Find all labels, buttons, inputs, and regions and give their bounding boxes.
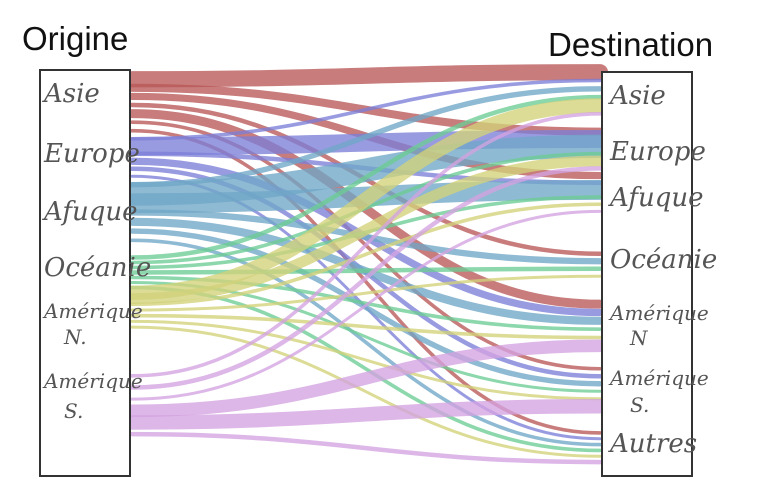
flow-afrique-to-amerique_s	[129, 228, 603, 387]
destination-label-oceanie: Océanie	[610, 245, 717, 275]
flow-afrique-to-europe	[120, 134, 612, 206]
destination-label-amerique_s-line2: S.	[630, 393, 649, 417]
flow-europe-to-asie	[130, 78, 602, 141]
destination-label-asie: Asie	[608, 81, 666, 111]
flow-amerique_s-to-europe	[129, 166, 603, 390]
flow-amerique_n-to-amerique_n	[130, 313, 602, 340]
destination-label-europe: Europe	[609, 137, 706, 167]
flow-asie-to-asie	[123, 64, 609, 88]
origin-labels: AsieEuropeAfuqueOcéanieAmériqueN.Amériqu…	[42, 79, 151, 423]
origin-label-europe: Europe	[43, 139, 140, 169]
destination-label-amerique_n-line2: N	[629, 326, 649, 350]
flow-amerique_n-to-europe	[126, 155, 606, 304]
origin-label-afrique: Afuque	[42, 197, 137, 227]
origin-label-oceanie: Océanie	[44, 253, 151, 283]
origin-label-amerique_n: Amérique	[42, 299, 143, 323]
flow-amerique_n-to-afrique	[130, 202, 602, 307]
origin-box	[39, 69, 131, 477]
flow-amerique_s-to-autres	[129, 431, 603, 465]
flow-amerique_s-to-asie	[130, 112, 602, 378]
destination-labels: AsieEuropeAfuqueOcéanieAmériqueNAmérique…	[608, 81, 717, 459]
flow-amerique_s-to-amerique_s	[124, 399, 608, 430]
destination-title: Destination	[548, 26, 713, 63]
flow-amerique_n-to-asie	[124, 98, 608, 301]
destination-box	[601, 71, 693, 477]
flow-amerique_s-to-afrique	[130, 209, 602, 401]
flow-amerique_n-to-amerique_s	[130, 319, 602, 401]
flow-afrique-to-autres	[130, 238, 602, 447]
origin-label-amerique_s: Amérique	[42, 369, 143, 393]
origin-label-amerique_s-line2: S.	[64, 399, 83, 423]
destination-label-autres: Autres	[608, 429, 697, 459]
flow-afrique-to-oceanie	[128, 209, 604, 265]
flow-afrique-to-asie	[129, 86, 603, 188]
flow-oceanie-to-europe	[130, 151, 602, 265]
flow-oceanie-to-oceanie	[129, 266, 603, 275]
destination-label-amerique_s: Amérique	[608, 366, 709, 390]
destination-label-afrique: Afuque	[608, 183, 703, 213]
destination-label-amerique_n: Amérique	[608, 301, 709, 325]
flow-amerique_n-to-oceanie	[130, 274, 602, 312]
flow-oceanie-to-asie	[129, 94, 603, 260]
flow-amerique_n-to-autres	[130, 325, 602, 458]
flow-layer	[120, 64, 612, 465]
origin-title: Origine	[22, 20, 128, 57]
flow-amerique_s-to-amerique_n	[125, 339, 607, 418]
origin-label-asie: Asie	[42, 79, 100, 109]
origin-label-amerique_n-line2: N.	[63, 325, 87, 349]
